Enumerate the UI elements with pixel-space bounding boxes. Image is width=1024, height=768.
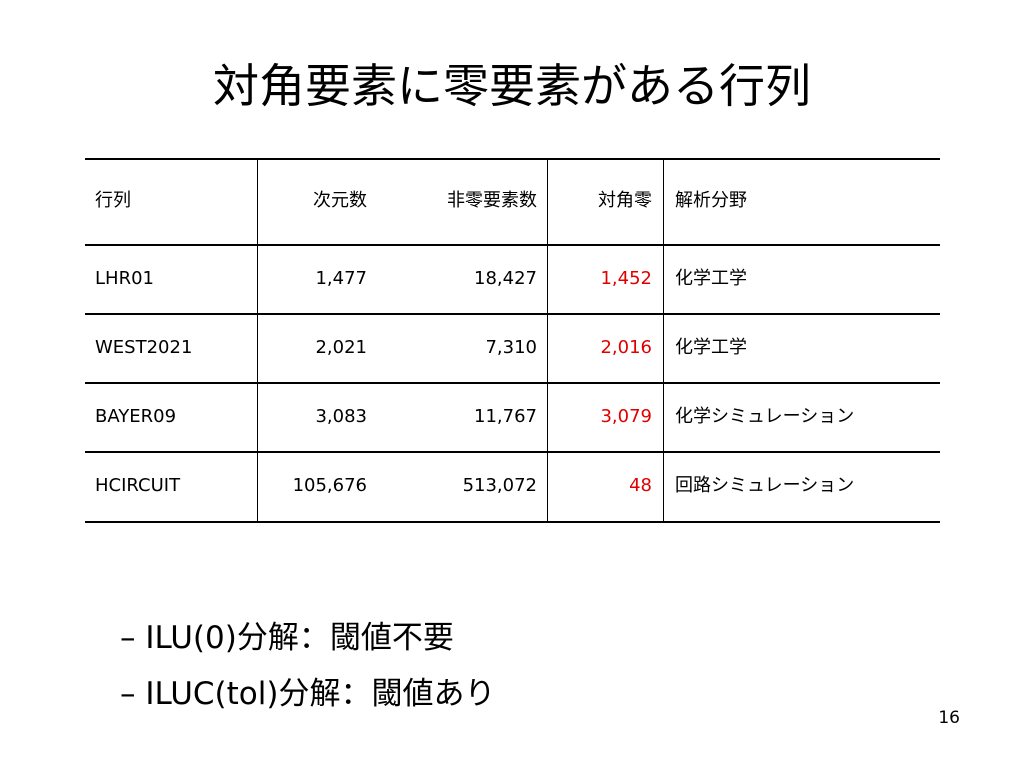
table-cell: 化学工学 bbox=[675, 336, 747, 358]
table-cell: 化学シミュレーション bbox=[675, 405, 855, 427]
table-cell: 48 bbox=[629, 475, 652, 496]
header-cell: 次元数 bbox=[313, 190, 367, 211]
table-cell: 1,452 bbox=[600, 267, 652, 289]
table-cell: 回路シミュレーション bbox=[675, 475, 855, 496]
table-rule bbox=[85, 158, 940, 160]
table-cell: LHR01 bbox=[95, 267, 154, 289]
table-rule bbox=[85, 313, 940, 315]
header-cell: 対角零 bbox=[598, 190, 652, 211]
table-cell: 7,310 bbox=[485, 336, 537, 358]
table-rule bbox=[85, 244, 940, 246]
bullet: – ILUC(tol)分解：閾値あり bbox=[120, 676, 496, 712]
table-cell: 513,072 bbox=[462, 475, 537, 496]
column-rule bbox=[663, 158, 664, 521]
table-cell: 1,477 bbox=[315, 267, 367, 289]
header-cell: 解析分野 bbox=[675, 190, 747, 211]
table-rule bbox=[85, 382, 940, 384]
table-cell: 2,021 bbox=[315, 336, 367, 358]
page-number: 16 bbox=[938, 708, 960, 728]
column-rule bbox=[257, 158, 258, 521]
slide-title: 対角要素に零要素がある行列 bbox=[213, 59, 811, 113]
table-cell: 18,427 bbox=[474, 267, 537, 289]
table-cell: 化学工学 bbox=[675, 267, 747, 289]
header-cell: 行列 bbox=[95, 190, 131, 211]
table-rule bbox=[85, 451, 940, 453]
table-cell: 2,016 bbox=[600, 336, 652, 358]
header-cell: 非零要素数 bbox=[447, 190, 537, 211]
table-cell: WEST2021 bbox=[95, 336, 193, 358]
table-cell: BAYER09 bbox=[95, 405, 177, 427]
bullet: – ILU(0)分解：閾値不要 bbox=[120, 620, 454, 656]
table-cell: 11,767 bbox=[474, 405, 537, 427]
table-cell: HCIRCUIT bbox=[95, 475, 181, 496]
table-cell: 105,676 bbox=[292, 475, 367, 496]
table-cell: 3,083 bbox=[315, 405, 367, 427]
column-rule bbox=[547, 158, 548, 521]
table-cell: 3,079 bbox=[600, 405, 652, 427]
table-rule bbox=[85, 521, 940, 523]
